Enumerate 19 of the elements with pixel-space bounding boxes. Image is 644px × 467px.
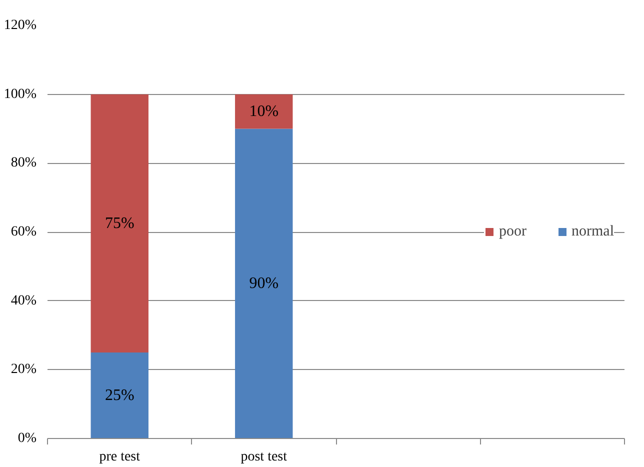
legend-label: poor — [499, 223, 526, 240]
y-tick-label: 120% — [4, 18, 37, 33]
bar — [235, 128, 293, 438]
y-tick-label: 20% — [10, 362, 37, 378]
data-label: 90% — [249, 275, 279, 292]
x-tick-label: post test — [240, 450, 288, 464]
bar — [90, 94, 148, 352]
data-label: 25% — [104, 386, 134, 404]
bar — [90, 352, 148, 438]
y-tick-label: 60% — [10, 224, 37, 240]
y-tick-label: 40% — [10, 293, 37, 308]
x-tick-label: pre test — [99, 450, 140, 464]
data-label: 10% — [249, 103, 279, 120]
bar — [235, 94, 293, 129]
data-label: 75% — [104, 214, 134, 232]
y-tick-label: 80% — [10, 156, 37, 171]
legend-label: normal — [572, 223, 614, 240]
y-tick-label: 100% — [4, 86, 37, 102]
y-tick-label: 0% — [18, 431, 37, 446]
